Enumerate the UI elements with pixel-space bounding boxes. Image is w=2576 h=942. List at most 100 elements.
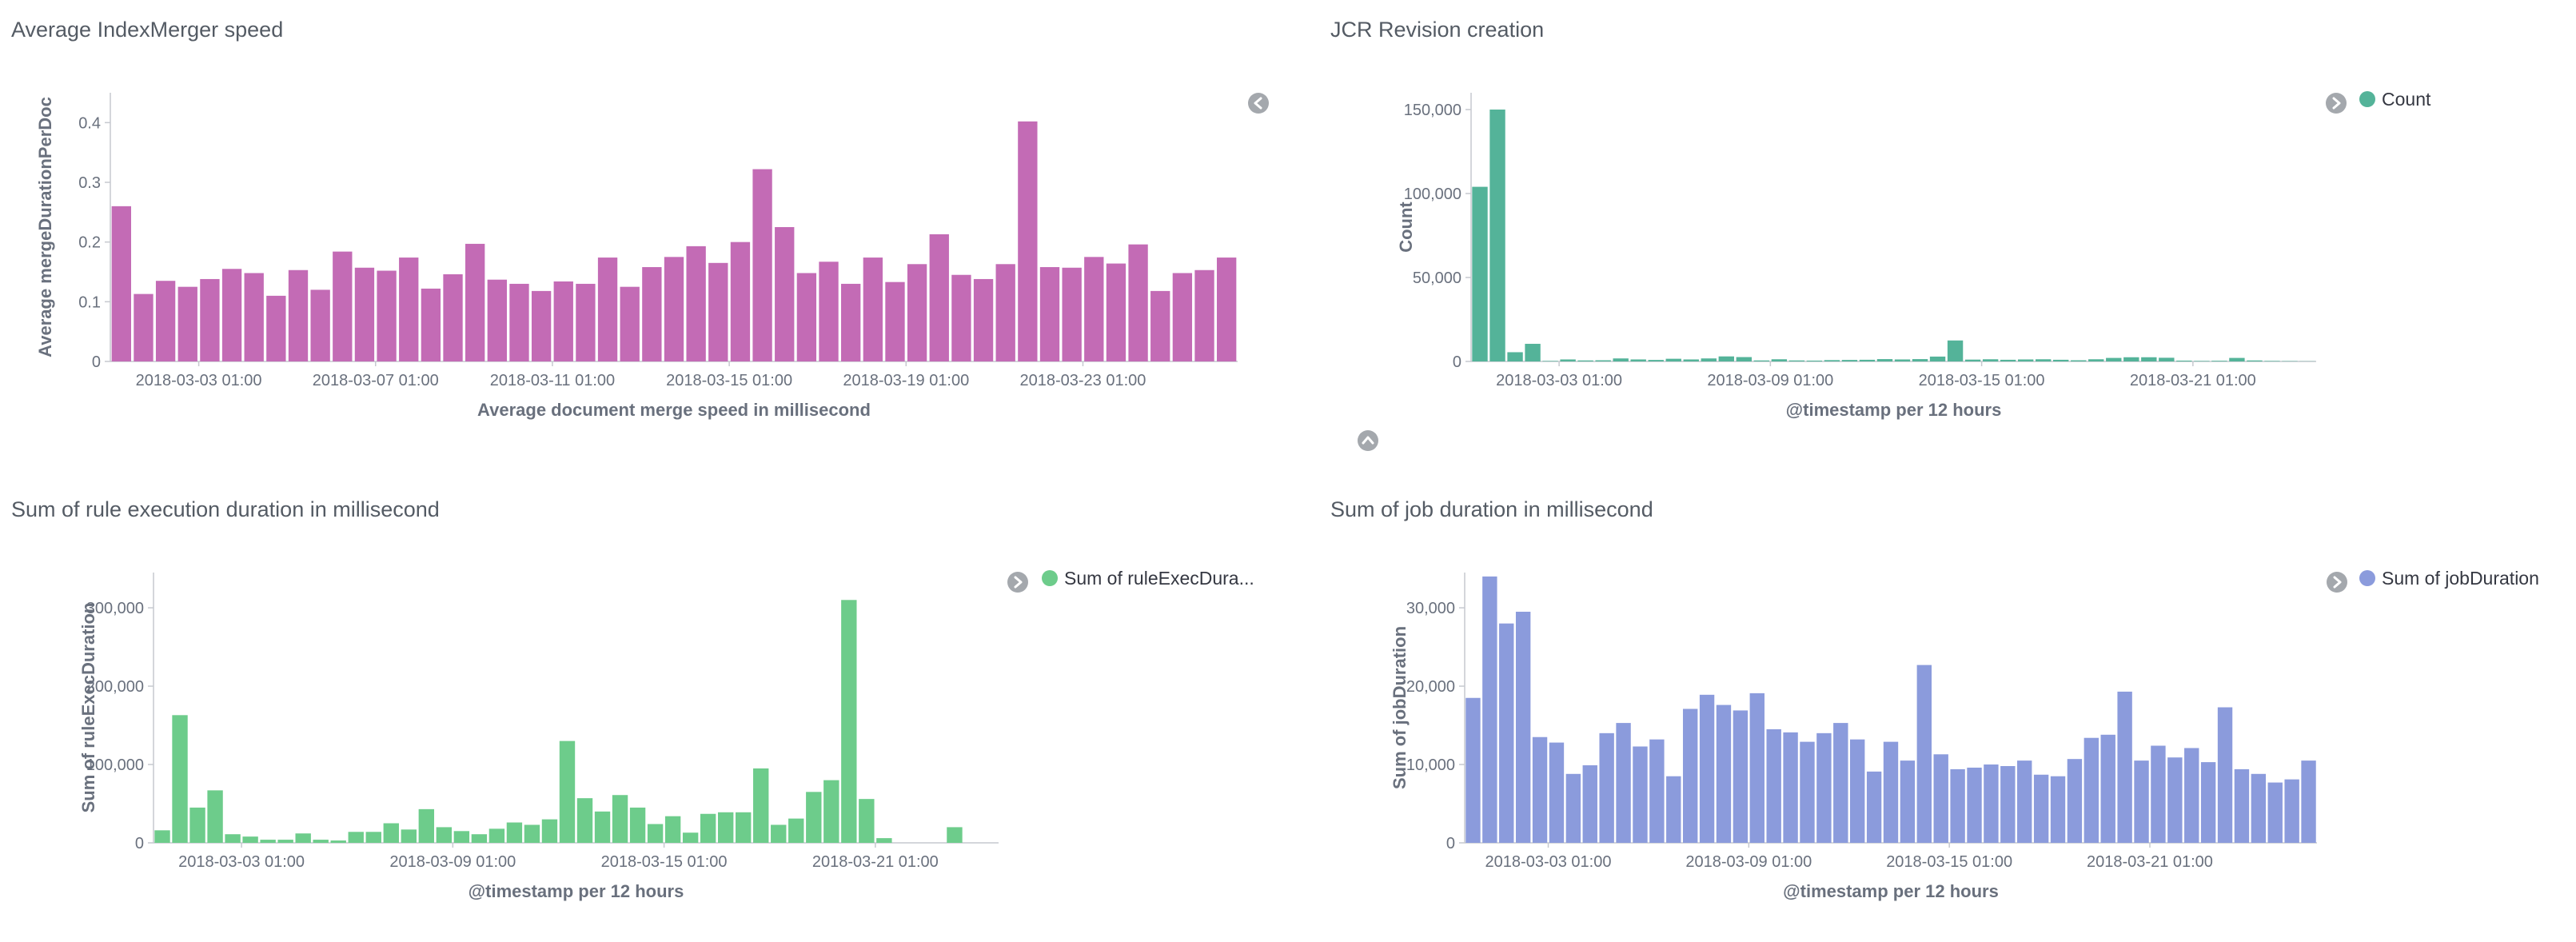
bar[interactable]: [200, 278, 220, 361]
bar[interactable]: [2123, 357, 2139, 361]
bar[interactable]: [1929, 356, 1946, 361]
bar[interactable]: [629, 807, 646, 843]
bar[interactable]: [752, 169, 772, 361]
bar[interactable]: [730, 241, 751, 361]
bar[interactable]: [1866, 771, 1882, 843]
chevron-right-icon[interactable]: [2326, 93, 2347, 114]
bar[interactable]: [1800, 741, 1815, 843]
bar[interactable]: [708, 262, 728, 361]
toggle-glyph[interactable]: [2332, 97, 2341, 110]
bar[interactable]: [947, 827, 963, 843]
toggle-circle[interactable]: [2326, 93, 2347, 114]
bar[interactable]: [647, 824, 664, 843]
bar[interactable]: [819, 261, 839, 361]
bar[interactable]: [1950, 768, 1965, 843]
bar[interactable]: [876, 838, 892, 843]
bar[interactable]: [576, 798, 593, 843]
bar[interactable]: [399, 257, 419, 361]
bar[interactable]: [172, 715, 188, 843]
bar[interactable]: [330, 840, 346, 843]
bar[interactable]: [951, 274, 971, 361]
bar[interactable]: [1733, 710, 1749, 843]
bar[interactable]: [717, 812, 734, 843]
toggle-circle[interactable]: [1358, 430, 1378, 451]
bar[interactable]: [310, 289, 330, 361]
bar[interactable]: [1816, 732, 1832, 843]
bar[interactable]: [453, 831, 470, 843]
bar[interactable]: [1616, 723, 1631, 843]
bar[interactable]: [365, 832, 381, 843]
bar[interactable]: [2134, 760, 2149, 843]
bar[interactable]: [134, 293, 154, 361]
bar[interactable]: [1172, 273, 1193, 361]
bar[interactable]: [2151, 745, 2166, 843]
bar[interactable]: [1649, 739, 1665, 843]
bar[interactable]: [1560, 359, 1576, 361]
bar[interactable]: [244, 273, 264, 361]
bar[interactable]: [576, 283, 596, 361]
bar[interactable]: [553, 281, 573, 361]
bar[interactable]: [1967, 767, 1982, 843]
bar[interactable]: [401, 829, 417, 843]
bar[interactable]: [1783, 732, 1798, 843]
bar[interactable]: [225, 834, 241, 843]
legend-item[interactable]: Sum of ruleExecDura...: [1042, 568, 1254, 589]
bar[interactable]: [1701, 358, 1717, 361]
bar[interactable]: [771, 824, 787, 843]
bar[interactable]: [736, 812, 752, 843]
bar[interactable]: [333, 251, 353, 361]
bar[interactable]: [288, 269, 309, 361]
bar[interactable]: [2067, 759, 2083, 843]
bar[interactable]: [788, 818, 804, 843]
bar[interactable]: [1665, 358, 1681, 361]
bar[interactable]: [775, 227, 795, 361]
bar[interactable]: [973, 278, 994, 361]
bar[interactable]: [2084, 737, 2099, 843]
bar[interactable]: [2217, 707, 2233, 843]
bar[interactable]: [1525, 343, 1541, 361]
bar[interactable]: [1482, 576, 1497, 843]
bar[interactable]: [1465, 697, 1481, 843]
toggle-circle[interactable]: [2327, 572, 2347, 593]
bar[interactable]: [1683, 359, 1699, 361]
bar[interactable]: [1150, 290, 1170, 361]
bar[interactable]: [2159, 357, 2175, 361]
bar[interactable]: [2050, 776, 2066, 843]
legend-item[interactable]: Sum of jobDuration: [2359, 568, 2539, 589]
bar[interactable]: [1599, 732, 1614, 843]
bar[interactable]: [597, 257, 618, 361]
bar[interactable]: [907, 264, 927, 361]
bar[interactable]: [1876, 359, 1893, 361]
bar[interactable]: [2017, 359, 2034, 361]
bar[interactable]: [2088, 359, 2104, 361]
bar[interactable]: [1736, 357, 1753, 361]
bar[interactable]: [488, 828, 505, 843]
bar[interactable]: [863, 257, 883, 361]
bar[interactable]: [2017, 760, 2032, 843]
bar[interactable]: [753, 768, 769, 843]
bar[interactable]: [1630, 359, 1646, 361]
bar[interactable]: [1916, 665, 1932, 843]
bar[interactable]: [260, 840, 276, 843]
bar[interactable]: [682, 832, 699, 843]
bar[interactable]: [155, 281, 176, 361]
legend-label[interactable]: Sum of ruleExecDura...: [1064, 568, 1254, 589]
bar[interactable]: [1900, 760, 1916, 843]
bar[interactable]: [1666, 776, 1681, 843]
toggle-glyph[interactable]: [2333, 576, 2342, 589]
bar[interactable]: [2035, 359, 2052, 361]
bar[interactable]: [1018, 121, 1038, 361]
bar[interactable]: [1565, 773, 1581, 843]
bar[interactable]: [2167, 757, 2183, 843]
bar[interactable]: [796, 273, 817, 361]
bar[interactable]: [277, 840, 293, 843]
bar[interactable]: [531, 290, 552, 361]
bar[interactable]: [1128, 244, 1148, 361]
bar[interactable]: [2184, 748, 2199, 843]
toggle-glyph[interactable]: [1362, 436, 1374, 445]
bar[interactable]: [436, 827, 453, 843]
bar[interactable]: [541, 819, 558, 843]
legend-label[interactable]: Count: [2382, 89, 2431, 110]
bar[interactable]: [295, 833, 311, 843]
bar[interactable]: [377, 270, 397, 361]
